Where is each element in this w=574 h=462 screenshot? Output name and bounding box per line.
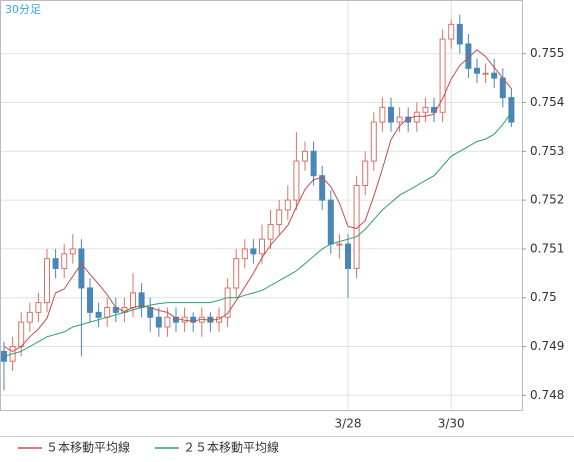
candle-body (69, 248, 76, 255)
candle-body (104, 307, 111, 318)
candle-body (155, 316, 162, 328)
candle-body (241, 248, 248, 260)
candle-body (319, 175, 326, 201)
candle-body (233, 258, 240, 289)
candle-body (44, 258, 50, 304)
candle-body (250, 248, 257, 255)
y-tick-label: 0.755 (530, 46, 564, 60)
candle-body (353, 184, 360, 269)
y-tick-label: 0.752 (530, 193, 564, 207)
candle-body (35, 302, 42, 313)
candle-body (482, 72, 489, 75)
candle-body (267, 224, 274, 240)
chart-title: 30分足 (5, 3, 41, 16)
candle-body (1, 350, 7, 362)
candle-body (491, 72, 498, 79)
candle-body (52, 258, 59, 269)
candle-body (336, 243, 343, 246)
legend-label: ５本移動平均線 (46, 440, 130, 455)
candle-body (130, 292, 136, 309)
x-tick-label: 3/28 (335, 417, 362, 431)
candle-body (78, 248, 85, 289)
candle-body (190, 316, 197, 323)
candle-body (284, 199, 291, 211)
plot-area (0, 0, 523, 411)
candle-body (276, 209, 283, 226)
grid (1, 1, 522, 410)
candle-body (173, 316, 179, 323)
candle-body (405, 116, 412, 123)
x-tick-label: 3/30 (438, 417, 465, 431)
candle-body (95, 311, 102, 318)
candle-body (327, 199, 334, 245)
candle-body (448, 23, 455, 40)
candle-body (456, 23, 463, 45)
y-tick-label: 0.753 (530, 144, 564, 158)
candle-body (362, 160, 369, 186)
candle-body (388, 106, 394, 123)
candle-body (259, 238, 265, 255)
candle-body (465, 43, 472, 69)
candle-body (422, 106, 429, 113)
candle-body (439, 38, 446, 113)
y-tick-label: 0.751 (530, 241, 564, 255)
ma-line (3, 49, 512, 352)
candle-body (26, 311, 33, 323)
candle-body (379, 106, 386, 123)
ma-line (3, 112, 512, 357)
candle-body (164, 316, 171, 328)
candle-body (87, 287, 93, 313)
candle-body (370, 121, 377, 162)
y-tick-label: 0.75 (530, 290, 557, 304)
legend-label: ２５本移動平均線 (183, 440, 279, 455)
candle-body (413, 111, 420, 123)
candle-body (224, 287, 231, 318)
candle-body (508, 97, 515, 123)
y-tick-label: 0.748 (530, 388, 564, 402)
candle-body (147, 307, 154, 318)
candle-body (310, 150, 317, 177)
candle-body (18, 321, 25, 348)
candle-body (345, 243, 351, 269)
candle-body (302, 150, 308, 162)
candle-body (61, 253, 68, 269)
y-tick-label: 0.749 (530, 339, 564, 353)
y-tick-label: 0.754 (530, 95, 564, 109)
candle-body (293, 160, 300, 201)
candle-body (396, 116, 403, 123)
candle-body (474, 67, 480, 74)
